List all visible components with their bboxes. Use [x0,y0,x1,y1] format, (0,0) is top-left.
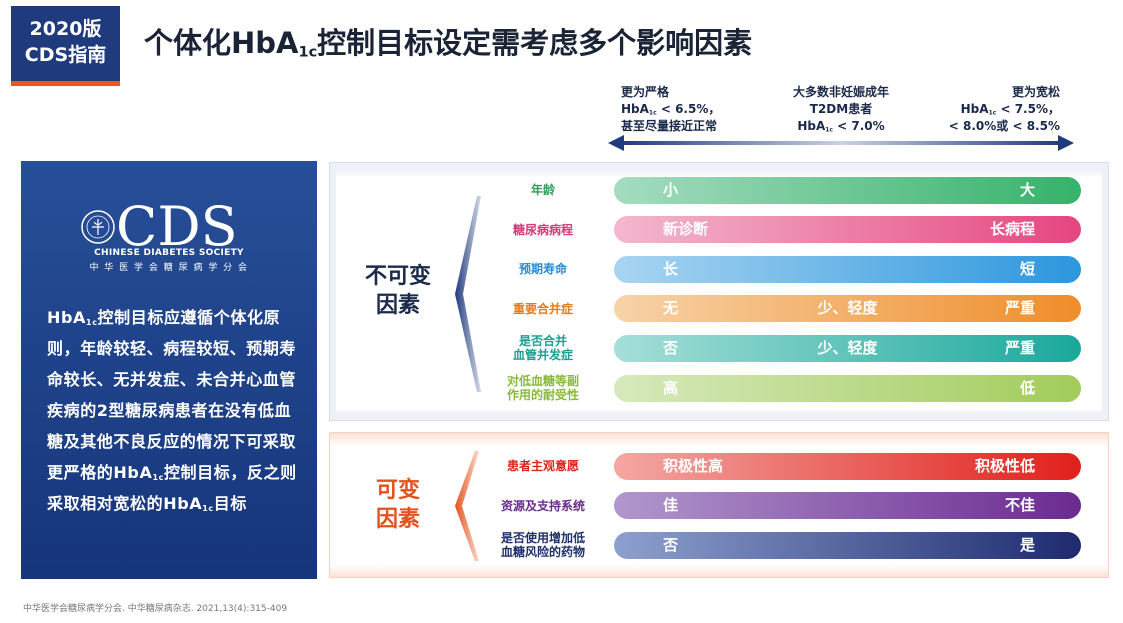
society-chinese: 中 华 医 学 会 糖 尿 病 学 分 会 [89,263,249,273]
fixed-label-line: 不可变 [364,264,431,289]
bar-right-label: 是 [1019,535,1035,554]
bar-left-label: 小 [663,180,679,199]
fixed-factor-label: 年龄 [530,183,555,197]
scale-strict: 更为严格 HbA1c < 6.5%， 甚至尽量接近正常 [621,84,720,135]
bar-middle-label: 少、轻度 [817,338,878,357]
fixed-factor-label: 预期寿命 [518,262,567,277]
page-title: 个体化HbA1c控制目标设定需考虑多个影响因素 [144,20,752,62]
scale-loose-line: < 8.0%或 < 8.5% [948,119,1060,133]
bar-right-label: 严重 [1004,338,1035,357]
citation: 中华医学会糖尿病学分会. 中华糖尿病杂志. 2021,13(4):315-409 [23,604,288,614]
scale-standard-line: T2DM患者 [809,102,873,116]
bar-right-label: 大 [1019,180,1035,199]
bar-right-label: 积极性低 [974,456,1035,475]
variable-bracket-icon [455,451,479,561]
fixed-factor-bar: 新诊断 长病程 [614,216,1081,244]
scale-strict-line: HbA1c < 6.5%， [621,102,721,117]
bar-right-label: 短 [1019,259,1035,278]
fixed-factor-bar: 高低 [614,374,1081,402]
fixed-factor-bar: 小大 [614,176,1081,204]
bar-left-label: 长 [663,259,679,278]
fixed-factor-label: 是否合并 血管并发症 [512,334,573,363]
guideline-panel: CDS CHINESE DIABETES SOCIETY 中 华 医 学 会 糖… [21,161,317,579]
variable-factor-label: 患者主观意愿 [506,459,579,473]
badge-name: CDS指南 [24,44,107,66]
bar-right-label: 严重 [1004,299,1035,318]
scale-strict-line: 更为严格 [621,85,670,99]
variable-label-line: 因素 [375,507,420,532]
bar-left-label: 积极性高 [663,456,724,475]
scale-standard: 大多数非妊娠成年 T2DM患者 HbA1c < 7.0% [770,84,912,135]
variable-factors-label: 可变 因素 [363,476,433,534]
fixed-label-line: 因素 [375,293,420,318]
bar-left-label: 佳 [663,496,679,515]
cds-logo-text: CDS [116,199,238,258]
variable-factor-label: 资源及支持系统 [500,498,585,513]
bar-left-label: 否 [663,535,679,554]
scale-loose-line: 更为宽松 [1011,85,1060,99]
fixed-factor-bar: 长短 [614,255,1081,283]
variable-factor-bar: 积极性高 积极性低 [614,452,1081,480]
title-part: 个体化HbA [144,26,299,60]
bar-right-label: 低 [1019,378,1035,397]
title-part: 控制目标设定需考虑多个影响因素 [317,26,753,60]
fixed-factor-label: 对低血糖等副 作用的耐受性 [506,374,579,402]
cds-logo-icon: CDS [81,199,238,258]
variable-factor-bar: 佳 不佳 [614,492,1081,520]
bar-right-label: 不佳 [1004,496,1035,515]
badge-year: 2020版 [29,18,102,40]
fixed-factors-label: 不可变 因素 [363,262,433,320]
title-subscript: 1c [298,44,318,61]
fixed-factor-bar: 否 少、轻度 严重 [614,334,1081,362]
variable-label-line: 可变 [375,478,420,503]
bar-left-label: 无 [663,299,679,318]
bar-left-label: 新诊断 [663,220,709,239]
scale-strict-line: 甚至尽量接近正常 [621,119,718,133]
fixed-factor-bar: 无 少、轻度 严重 [614,295,1081,323]
bar-right-label: 长病程 [989,220,1035,239]
society-english: CHINESE DIABETES SOCIETY [94,248,244,258]
bar-left-label: 高 [663,378,679,397]
fixed-factor-label: 重要合并症 [512,301,573,316]
scale-loose: 更为宽松 HbA1c < 7.5%， < 8.0%或 < 8.5% [940,84,1060,135]
double-arrow-icon [608,135,1074,151]
bar-middle-label: 少、轻度 [817,299,878,318]
scale-loose-line: HbA1c < 7.5%， [960,102,1060,117]
scale-standard-line: HbA1c < 7.0% [797,119,885,134]
guideline-badge: 2020版 CDS指南 [11,6,120,86]
fixed-factor-label: 糖尿病病程 [512,222,573,237]
guideline-statement: HbA1c控制目标应遵循个体化原则，年龄较轻、病程较短、预期寿命较长、无并发症、… [47,308,297,513]
variable-factor-bar: 否是 [614,531,1081,559]
variable-factor-label: 是否使用增加低 血糖风险的药物 [500,531,585,560]
bar-left-label: 否 [663,338,679,357]
scale-standard-line: 大多数非妊娠成年 [792,85,889,99]
fixed-bracket-icon [455,196,481,392]
